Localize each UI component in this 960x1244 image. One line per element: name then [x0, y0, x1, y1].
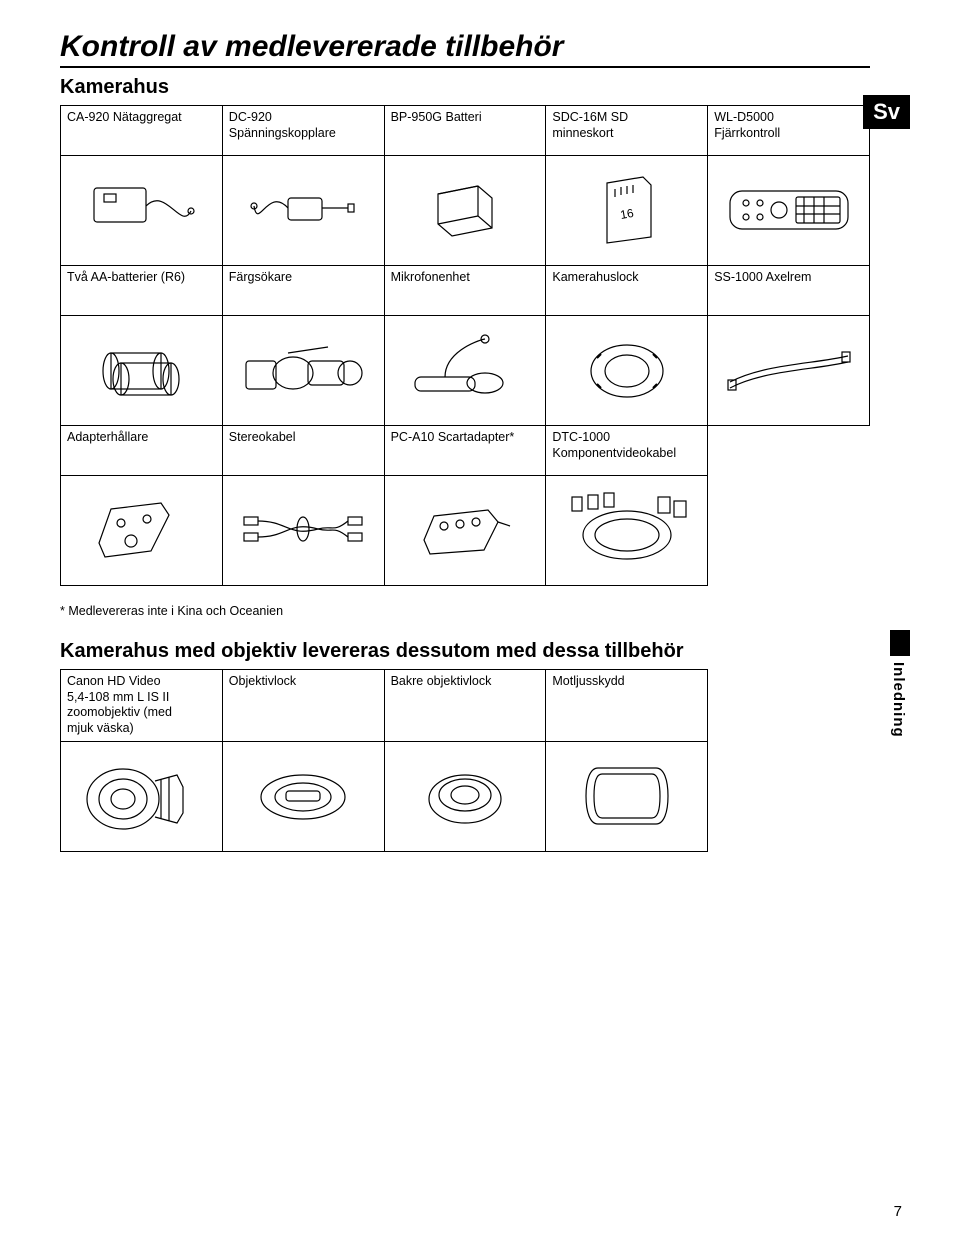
cell-label: BP-950G Batteri [384, 106, 546, 156]
lens-hood-icon [552, 746, 701, 847]
viewfinder-icon [229, 320, 378, 421]
rear-cap-icon [391, 746, 540, 847]
body-cap-icon [552, 320, 701, 421]
cell-image [546, 741, 708, 851]
cell-label: WL-D5000Fjärrkontroll [708, 106, 870, 156]
side-tab-marker [890, 630, 910, 656]
front-cap-icon [229, 746, 378, 847]
component-cable-icon [552, 480, 701, 581]
cell-image [222, 156, 384, 266]
section1-heading: Kamerahus [60, 76, 870, 99]
side-tab: Inledning [890, 630, 910, 760]
cell-blank [708, 426, 870, 476]
accessories-table-1: CA-920 Nätaggregat DC-920Spänningskoppla… [60, 105, 870, 586]
cell-image [708, 316, 870, 426]
battery-pack-icon [391, 160, 540, 261]
side-tab-label: Inledning [890, 662, 907, 738]
cell-label: CA-920 Nätaggregat [61, 106, 223, 156]
strap-icon [714, 320, 863, 421]
cell-image [708, 156, 870, 266]
language-badge: Sv [863, 95, 910, 129]
stereo-cable-icon [229, 480, 378, 581]
accessories-table-2: Canon HD Video5,4-108 mm L IS IIzoomobje… [60, 669, 870, 852]
cell-label: Kamerahuslock [546, 266, 708, 316]
cell-image [384, 156, 546, 266]
aa-batteries-icon [67, 320, 216, 421]
remote-icon [714, 160, 863, 261]
zoom-lens-icon [67, 746, 216, 847]
microphone-icon [391, 320, 540, 421]
cell-label: SS-1000 Axelrem [708, 266, 870, 316]
cell-label: Färgsökare [222, 266, 384, 316]
cell-label: DTC-1000Komponentvideokabel [546, 426, 708, 476]
power-adapter-icon [67, 160, 216, 261]
section1-footnote: * Medlevereras inte i Kina och Oceanien [60, 604, 870, 618]
cell-label: DC-920Spänningskopplare [222, 106, 384, 156]
sd-card-icon: 16 [552, 160, 701, 261]
title-rule [60, 66, 870, 68]
page-title: Kontroll av medlevererade tillbehör [60, 30, 870, 64]
cell-label: Två AA-batterier (R6) [61, 266, 223, 316]
cell-blank [708, 670, 870, 742]
svg-text:16: 16 [619, 205, 635, 221]
cell-label: SDC-16M SDminneskort [546, 106, 708, 156]
cell-image [222, 476, 384, 586]
cell-label: Motljusskydd [546, 670, 708, 742]
cell-image [384, 316, 546, 426]
cell-label: Stereokabel [222, 426, 384, 476]
cell-image: 16 [546, 156, 708, 266]
cell-image [384, 476, 546, 586]
section2-heading: Kamerahus med objektiv levereras dessuto… [60, 640, 870, 663]
cell-image [61, 741, 223, 851]
cell-image [61, 316, 223, 426]
cell-image [546, 316, 708, 426]
cell-label: Adapterhållare [61, 426, 223, 476]
cell-label: Bakre objektivlock [384, 670, 546, 742]
cell-label: Mikrofonenhet [384, 266, 546, 316]
cell-blank [708, 741, 870, 851]
cell-image [384, 741, 546, 851]
cell-label: Canon HD Video5,4-108 mm L IS IIzoomobje… [61, 670, 223, 742]
page-number: 7 [894, 1203, 902, 1220]
adapter-holder-icon [67, 480, 216, 581]
cell-image [222, 741, 384, 851]
cell-label: Objektivlock [222, 670, 384, 742]
cell-label: PC-A10 Scartadapter* [384, 426, 546, 476]
cell-image [61, 476, 223, 586]
scart-adapter-icon [391, 480, 540, 581]
cell-image [546, 476, 708, 586]
dc-coupler-icon [229, 160, 378, 261]
cell-image [61, 156, 223, 266]
cell-blank [708, 476, 870, 586]
cell-image [222, 316, 384, 426]
